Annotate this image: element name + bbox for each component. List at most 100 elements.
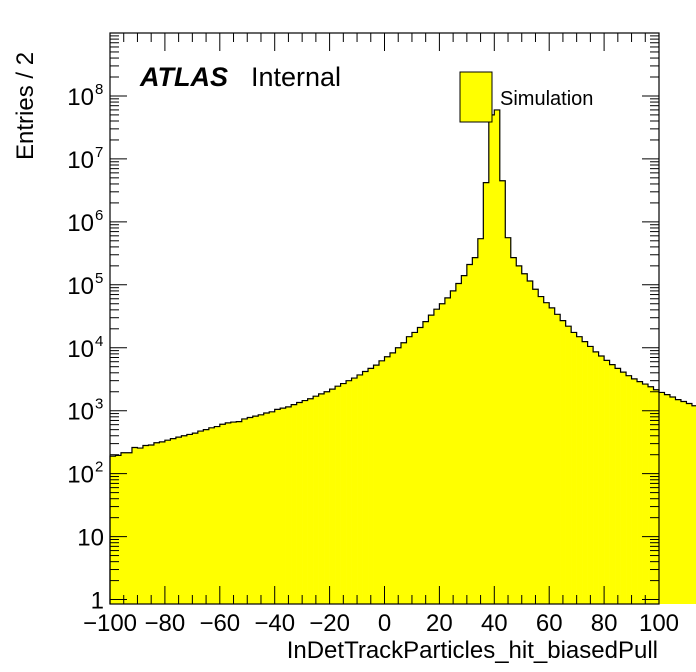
atlas-label: ATLAS [139,62,228,92]
histogram-bin [142,445,149,604]
histogram-bin [609,364,616,604]
histogram-bin [593,351,599,604]
histogram-bin [433,309,440,604]
axes [109,32,660,605]
histogram-bin [680,401,687,604]
histogram-bin [225,422,232,604]
histogram-bin [686,403,693,604]
histogram-bin [604,360,610,604]
histogram-bin [615,368,621,604]
x-axis-title: InDetTrackParticles_hit_biasedPull [287,637,658,664]
histogram-bin [170,438,177,604]
histogram-bin [203,429,210,604]
histogram-bin [389,352,396,604]
histogram-bin [510,257,517,604]
histogram-bin [280,408,286,604]
histogram-bin [324,391,330,604]
histogram-bin [346,380,352,604]
histogram-bin [313,396,319,604]
histogram-bin [291,404,297,604]
histogram-bin [247,417,254,604]
histogram-bin [357,374,363,604]
histogram-bin [488,114,495,605]
x-tick-label: 80 [591,610,618,637]
histogram-bin [505,237,512,604]
histogram-bin [637,381,643,604]
histogram-bin [659,392,665,604]
x-tick-label: −100 [83,610,137,637]
histogram-bin [455,283,462,604]
histogram-bin [318,393,325,604]
x-tick-label: 100 [639,610,679,637]
x-tick-label: −60 [199,610,240,637]
plot-area [109,109,696,605]
histogram-bin [362,371,369,604]
histogram-bin [274,409,281,604]
x-tick-label: 0 [378,610,391,637]
histogram-bin [219,424,226,604]
histogram-bin [411,332,418,604]
histogram-bin [483,182,490,604]
histogram-bin [131,447,138,604]
histogram-bin [560,320,566,604]
histogram-bin [351,378,358,604]
histogram-bin [538,296,545,604]
histogram-bin [571,332,577,604]
histogram-bin [521,273,528,604]
histogram-bin [466,264,473,604]
y-tick-exponent: 5 [95,270,103,287]
histogram-bin [669,397,676,604]
histogram-bin [516,265,523,604]
histogram-bin [620,372,627,604]
histogram-bin [626,375,632,604]
y-axis-title: Entries / 2 [12,52,39,160]
y-tick-label: 10 [67,84,94,111]
histogram-bin [477,238,484,604]
histogram-bin [120,452,127,604]
y-tick-exponent: 7 [95,144,103,161]
histogram-bin [230,422,237,604]
histogram-bin [664,394,671,604]
y-tick-exponent: 8 [95,81,103,98]
histogram-bin [384,356,391,604]
histogram-bin [422,321,429,604]
x-tick-label: −40 [254,610,295,637]
histogram-bin [587,346,594,604]
histogram-bin [373,365,380,604]
y-tick-exponent: 4 [95,333,103,350]
legend-label: Simulation [500,88,593,110]
histogram-bin [565,326,572,604]
histogram-bin [126,452,133,604]
histogram-bin [494,109,501,605]
histogram-bin [428,315,435,604]
histogram-bin [417,327,424,604]
histogram-bin [379,360,385,604]
histogram-bin [110,456,116,604]
internal-label: Internal [251,62,341,92]
legend-swatch [459,71,493,123]
histogram-bin [236,421,243,604]
x-tick-label: −20 [309,610,350,637]
x-tick-label: −80 [145,610,186,637]
histogram-bin [675,399,682,604]
histogram-bin [691,405,696,604]
y-tick-label: 10 [67,462,94,489]
y-tick-exponent: 6 [95,207,103,224]
histogram-outline [109,109,696,604]
histogram-bin [197,431,204,604]
histogram-bin [214,426,221,604]
histogram-bin [461,275,468,604]
histogram-bin [549,307,555,604]
histogram-bin [543,302,550,604]
histogram-bin [439,303,446,604]
histogram-bin [499,180,506,605]
histogram-bin [252,416,259,604]
histogram-bin [335,386,341,604]
histogram-bin [115,455,122,604]
y-tick-label: 10 [67,147,94,174]
histogram-bin [400,342,407,604]
histogram-bin [192,433,199,604]
histogram-bin [241,418,248,604]
